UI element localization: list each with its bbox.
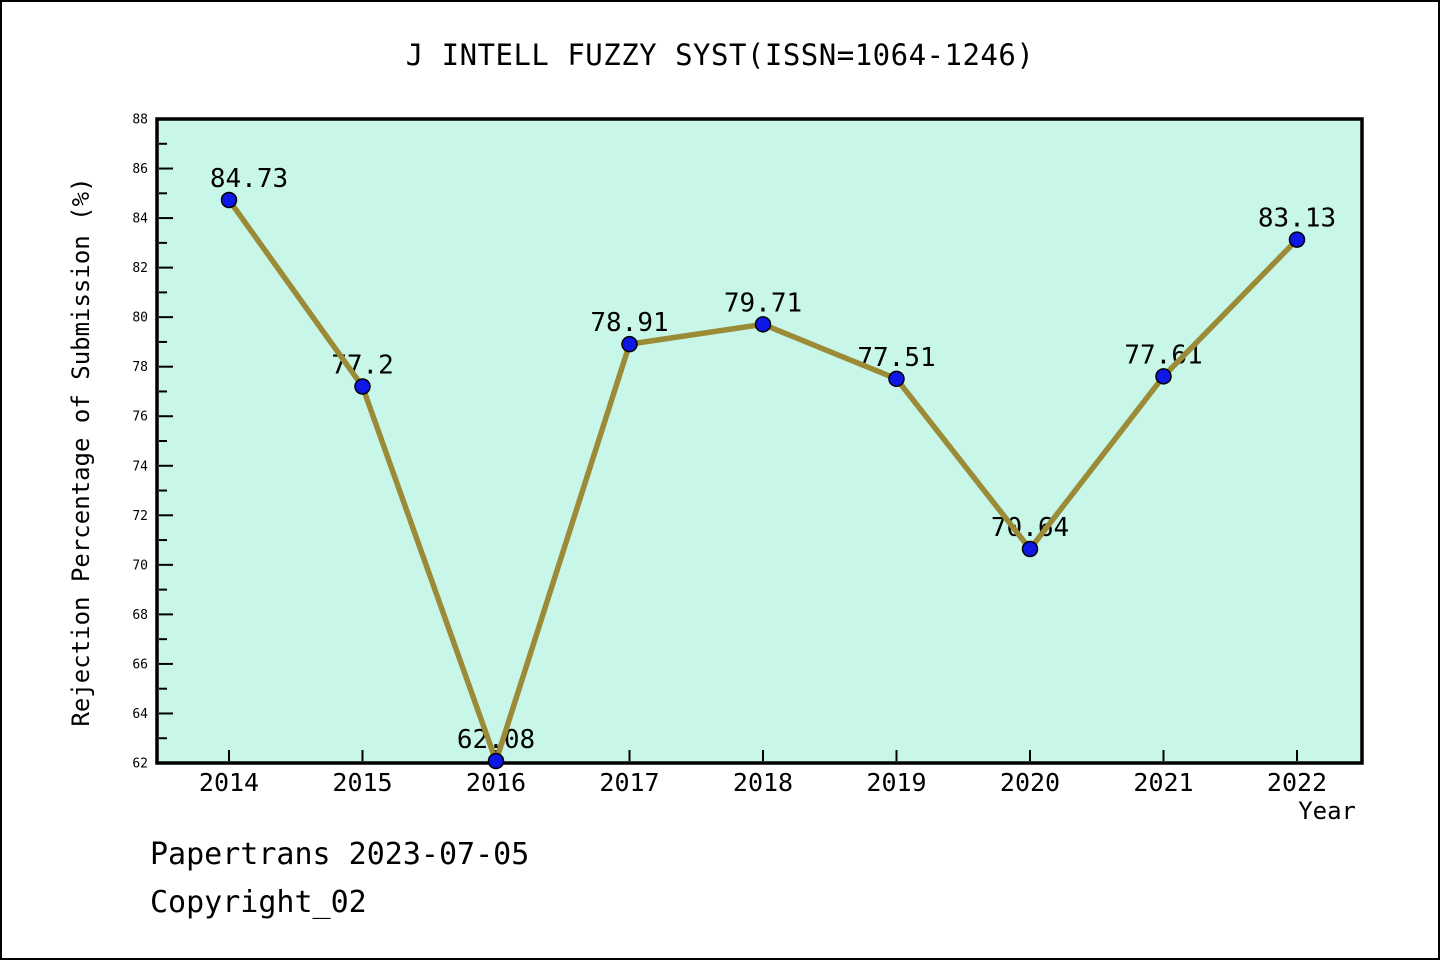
y-tick-label: 78: [132, 360, 148, 375]
y-tick-label: 74: [132, 459, 148, 474]
data-point: [220, 191, 238, 209]
data-point: [888, 370, 905, 388]
footer-copyright: Copyright_02: [150, 885, 367, 920]
x-tick-label: 2019: [866, 768, 926, 797]
footer-credit: Papertrans 2023-07-05: [150, 837, 530, 872]
y-tick-label: 64: [132, 707, 148, 722]
x-axis-label: Year: [1298, 797, 1356, 825]
y-tick-label: 86: [132, 162, 148, 177]
data-point: [1021, 540, 1039, 558]
x-tick-label: 2015: [332, 768, 392, 797]
data-point-label: 83.13: [1258, 204, 1336, 234]
data-point-label: 62.08: [457, 725, 535, 755]
x-tick-label: 2018: [733, 768, 793, 797]
data-point: [621, 335, 638, 353]
x-tick-label: 2020: [1000, 768, 1060, 797]
y-tick-label: 84: [132, 212, 148, 227]
y-tick-label: 68: [132, 608, 148, 623]
plot-background: [155, 117, 1364, 765]
data-point-label: 79.71: [724, 288, 802, 318]
y-tick-label: 88: [132, 113, 148, 128]
y-tick-label: 76: [132, 410, 148, 425]
data-point: [1288, 231, 1306, 248]
y-tick-label: 70: [132, 558, 148, 573]
data-point-label: 78.91: [590, 308, 668, 338]
y-tick-label: 80: [132, 311, 148, 326]
data-point: [754, 316, 772, 333]
x-tick-label: 2022: [1267, 768, 1327, 797]
y-tick-label: 62: [132, 757, 148, 772]
data-point: [1155, 368, 1172, 385]
x-tick-label: 2021: [1133, 768, 1193, 797]
y-tick-label: 82: [132, 261, 148, 276]
chart-title: J INTELL FUZZY SYST(ISSN=1064-1246): [405, 38, 1035, 72]
x-tick-label: 2014: [199, 768, 259, 797]
data-point: [487, 752, 505, 770]
data-point-label: 84.73: [210, 164, 288, 194]
data-point: [354, 378, 371, 395]
y-tick-label: 66: [132, 657, 148, 672]
y-tick-label: 72: [132, 509, 148, 524]
x-tick-label: 2017: [599, 768, 659, 797]
data-point-label: 77.61: [1124, 340, 1202, 370]
x-tick-label: 2016: [466, 768, 526, 797]
